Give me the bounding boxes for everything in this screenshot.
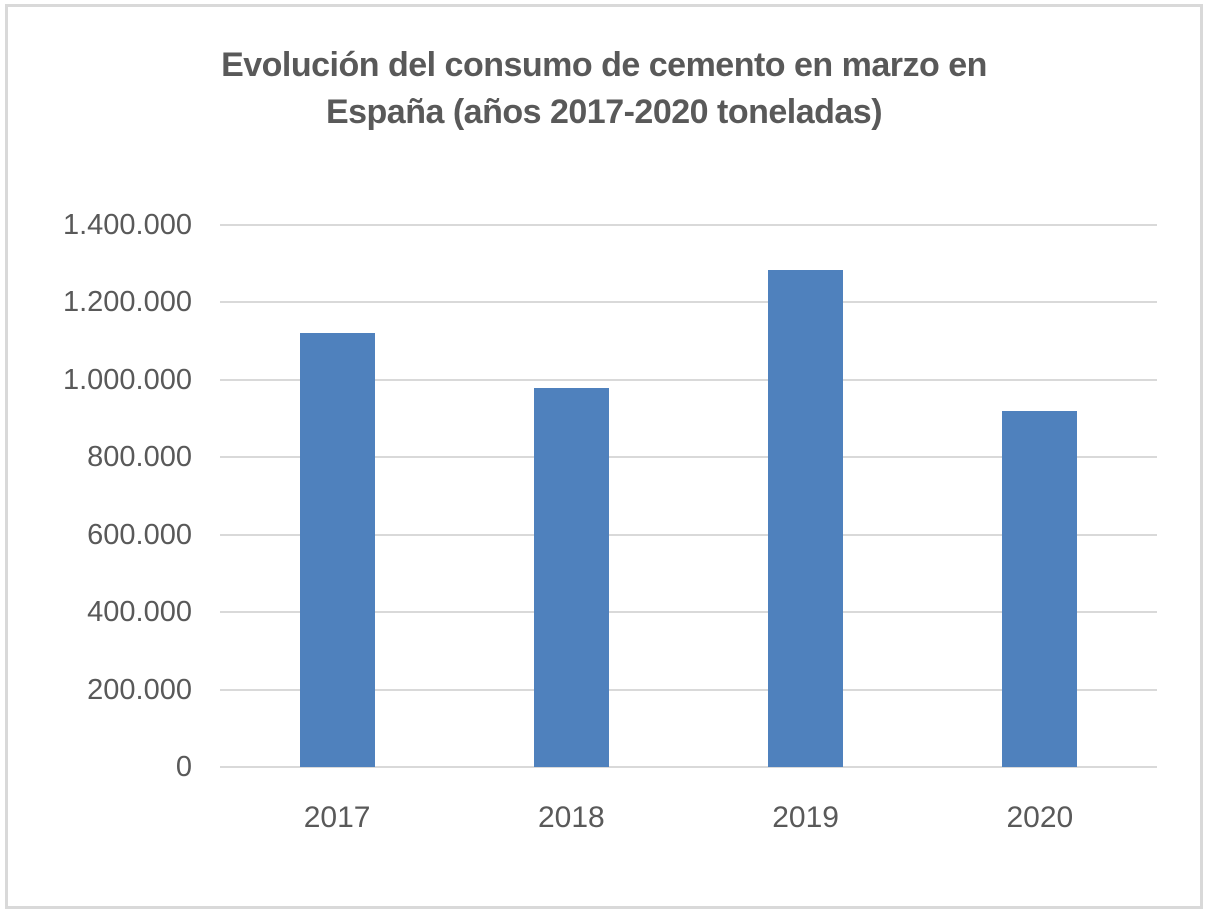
gridline-600000	[220, 533, 1157, 536]
y-axis-tick-label-2: 1.000.000	[62, 363, 192, 396]
chart-title-line-2: España (años 2017-2020 toneladas)	[325, 93, 883, 131]
gridline-800000	[220, 456, 1157, 459]
bar-2018	[533, 387, 609, 767]
bar-2019	[768, 269, 844, 767]
y-axis-tick-label-5: 400.000	[87, 596, 192, 629]
x-axis-tick-label-2020: 2020	[1006, 801, 1074, 834]
y-axis-tick-label-6: 200.000	[87, 673, 192, 706]
y-axis-tick-label-3: 800.000	[87, 441, 192, 474]
gridline-1200000	[220, 301, 1157, 304]
y-axis-tick-label-7: 0	[175, 751, 192, 783]
x-axis-tick-label-2018: 2018	[538, 801, 605, 834]
gridline-400000	[220, 611, 1157, 614]
x-axis-tick-label-2019: 2019	[772, 801, 839, 834]
chart-title-line-1: Evolución del consumo de cemento en marz…	[221, 46, 987, 84]
bar-2017	[299, 333, 375, 767]
y-axis-tick-label-0: 1.400.000	[62, 209, 192, 241]
gridline-1000000	[220, 378, 1157, 381]
x-axis-tick-label-2017: 2017	[303, 801, 371, 834]
y-axis-tick-label-1: 1.200.000	[62, 286, 192, 319]
chart-title: Evolución del consumo de cemento en marz…	[0, 42, 1208, 136]
gridline-0	[220, 766, 1157, 768]
y-axis-tick-label-4: 600.000	[87, 518, 192, 551]
bar-2020	[1002, 410, 1078, 767]
gridline-1400000	[220, 224, 1157, 226]
gridline-200000	[220, 688, 1157, 691]
